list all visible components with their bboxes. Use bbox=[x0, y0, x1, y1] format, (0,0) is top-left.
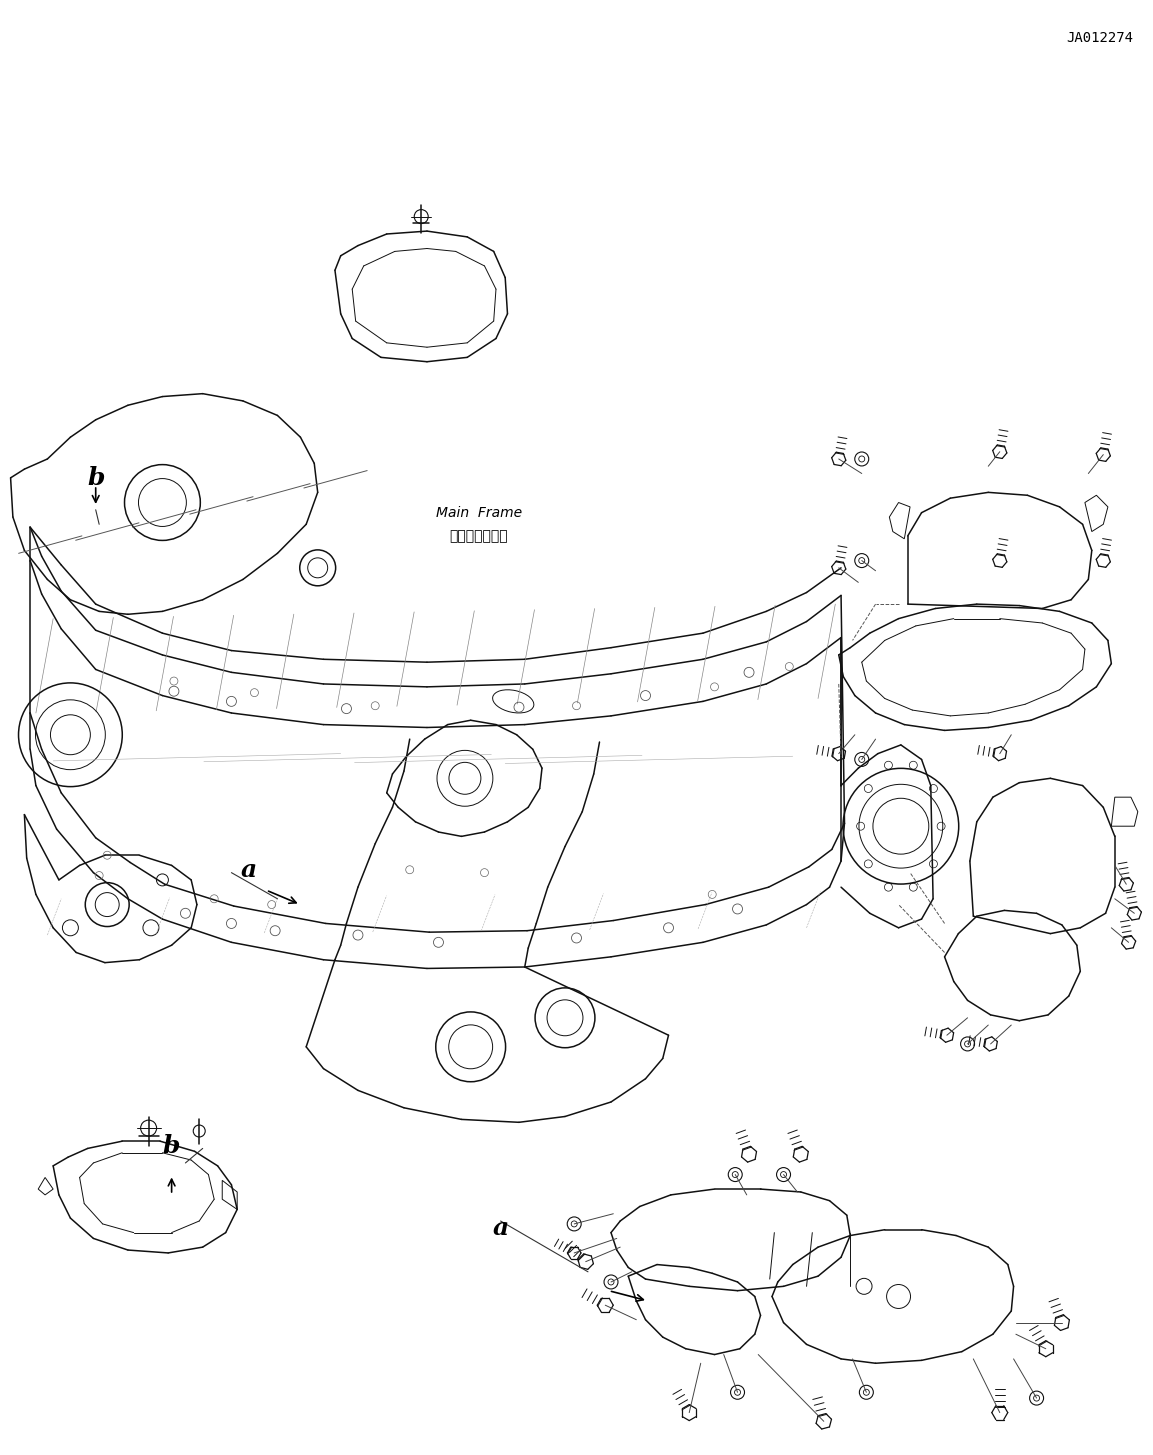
Text: メインフレーム: メインフレーム bbox=[450, 530, 508, 543]
Circle shape bbox=[729, 1167, 743, 1181]
Circle shape bbox=[731, 1385, 745, 1400]
Circle shape bbox=[859, 1385, 873, 1400]
Text: Main  Frame: Main Frame bbox=[436, 506, 522, 519]
Circle shape bbox=[777, 1167, 791, 1181]
Text: a: a bbox=[492, 1216, 508, 1240]
Circle shape bbox=[1030, 1391, 1043, 1406]
Text: a: a bbox=[241, 858, 257, 882]
Text: b: b bbox=[163, 1133, 180, 1158]
Circle shape bbox=[960, 1037, 974, 1051]
Text: JA012274: JA012274 bbox=[1067, 31, 1133, 45]
Text: b: b bbox=[86, 466, 105, 490]
Circle shape bbox=[854, 553, 868, 567]
Circle shape bbox=[854, 453, 868, 466]
Circle shape bbox=[604, 1275, 618, 1289]
Circle shape bbox=[567, 1216, 581, 1231]
Circle shape bbox=[854, 752, 868, 767]
